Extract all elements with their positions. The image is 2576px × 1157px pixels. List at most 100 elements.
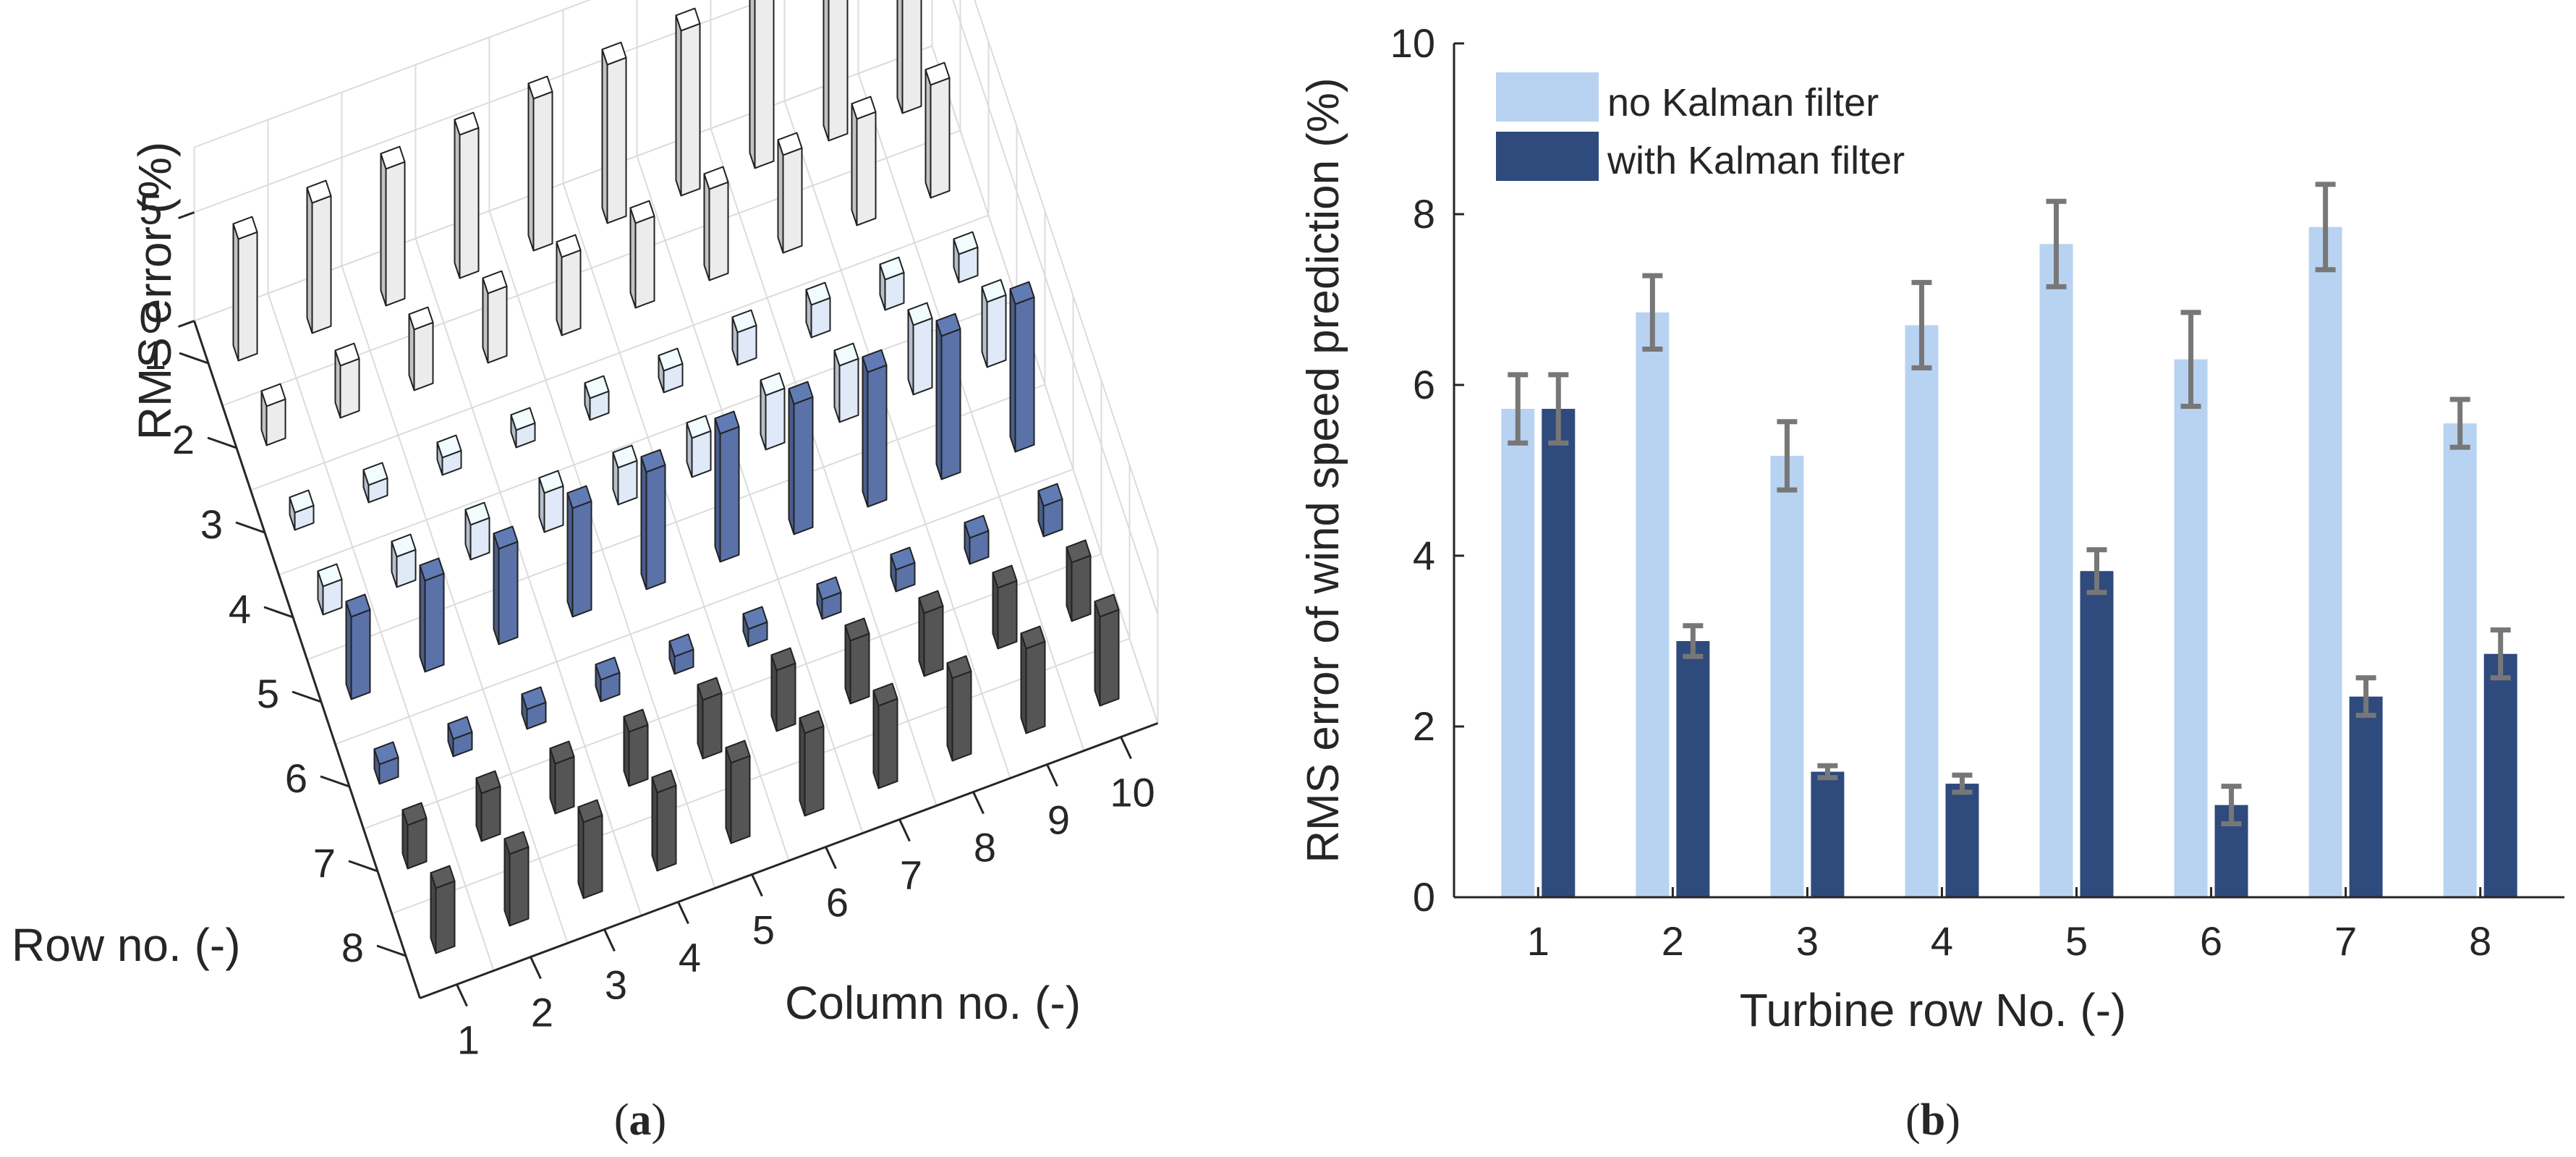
bar3d	[725, 739, 751, 844]
legend-swatch-with-kalman	[1496, 132, 1599, 181]
bar3d	[749, 0, 775, 169]
bar3d	[822, 0, 849, 142]
x-tick-label: 2	[1662, 918, 1684, 964]
bar3d	[510, 407, 536, 449]
error-bar	[1642, 273, 1663, 352]
bar3d	[651, 769, 677, 872]
column-tick-label: 10	[1110, 770, 1155, 815]
error-bar	[1817, 763, 1838, 781]
error-bar	[2221, 784, 2242, 827]
grid-line	[335, 468, 1074, 745]
grid-line	[279, 299, 1017, 576]
bar3d	[799, 710, 825, 817]
bar3d	[464, 501, 490, 561]
x-tick-label: 5	[2065, 918, 2088, 964]
column-tick-label: 6	[826, 880, 849, 925]
x-tick-label: 1	[1527, 918, 1550, 964]
bar3d	[419, 557, 445, 673]
bar-no-kalman	[2443, 423, 2477, 897]
axis-line	[751, 873, 763, 897]
bar3d	[454, 111, 480, 279]
y-tick-label: 10	[1390, 20, 1435, 66]
panel-b-error-bars	[1508, 182, 2511, 827]
x-tick-label: 3	[1796, 918, 1819, 964]
y-tick-label: 8	[1413, 191, 1435, 237]
bar3d	[658, 347, 684, 394]
row-tick-label: 2	[172, 417, 195, 462]
grid-line	[194, 0, 592, 148]
bar3d	[770, 647, 796, 732]
bar-with-kalman	[2483, 653, 2517, 897]
bar-no-kalman	[1905, 325, 1939, 897]
axis-line	[193, 321, 421, 999]
error-bar	[2046, 198, 2067, 289]
bar3d	[584, 375, 610, 421]
bar3d	[760, 372, 786, 451]
bar-no-kalman	[1501, 409, 1535, 897]
bar3d	[260, 383, 286, 446]
panel-b-caption: (b)	[1905, 1095, 1960, 1145]
bar-no-kalman	[2308, 226, 2342, 897]
row-tick-label: 3	[200, 501, 223, 547]
row-tick-label: 8	[341, 925, 364, 970]
bar3d	[946, 655, 972, 762]
bar3d	[851, 96, 877, 226]
y-tick-label: 0	[1413, 874, 1435, 920]
bar3d	[1037, 483, 1063, 538]
bar3d	[953, 231, 979, 284]
legend-swatch-no-kalman	[1496, 72, 1599, 122]
bar3d	[345, 593, 371, 700]
bar3d	[549, 740, 575, 815]
column-tick-label: 8	[974, 825, 996, 870]
z-tick-label: 5	[139, 187, 162, 234]
bar3d	[872, 682, 898, 789]
column-tick-label: 4	[679, 935, 701, 980]
panel-b-ylabel: RMS error of wind speed prediction (%)	[1298, 77, 1348, 863]
axis-line	[348, 860, 378, 873]
panel-b-bars	[1501, 226, 2517, 898]
axis-line	[177, 211, 195, 219]
error-bar	[1683, 623, 1704, 659]
bar3d	[601, 41, 627, 224]
bar3d	[577, 799, 603, 899]
error-bar	[1777, 419, 1798, 493]
bar3d	[475, 770, 501, 842]
panel-b-axes	[1453, 43, 2564, 899]
axis-line	[456, 983, 468, 1007]
error-bar	[1548, 372, 1569, 446]
grid-line	[250, 214, 989, 491]
bar3d	[408, 306, 434, 391]
axis-line	[1046, 763, 1058, 787]
bar-no-kalman	[1636, 312, 1670, 897]
bar3d	[788, 381, 814, 535]
bar3d	[482, 270, 508, 364]
bar3d	[640, 449, 666, 590]
bar3d	[844, 617, 870, 705]
axis-line	[177, 320, 195, 328]
bar3d	[436, 434, 462, 476]
error-bar	[2355, 675, 2376, 719]
panel-a-bars	[232, 0, 1120, 954]
axis-line	[825, 846, 837, 870]
error-bar	[2490, 627, 2511, 681]
panel-a-xlabel: Column no. (-)	[785, 977, 1081, 1029]
bar3d	[675, 7, 701, 197]
axis-line	[530, 956, 542, 980]
grid-line	[952, 0, 1159, 615]
bar3d	[317, 563, 343, 616]
bar-with-kalman	[1811, 771, 1845, 897]
bar3d	[890, 546, 916, 593]
bar-no-kalman	[2039, 244, 2073, 897]
bar3d	[556, 234, 582, 336]
axis-line	[898, 818, 911, 842]
bar3d	[731, 309, 757, 366]
bar3d	[896, 0, 922, 114]
legend-label-with-kalman: with Kalman filter	[1607, 139, 1905, 182]
bar-with-kalman	[2349, 696, 2383, 897]
axis-line	[292, 690, 322, 703]
column-tick-label: 1	[457, 1017, 480, 1063]
bar3d	[992, 564, 1018, 650]
